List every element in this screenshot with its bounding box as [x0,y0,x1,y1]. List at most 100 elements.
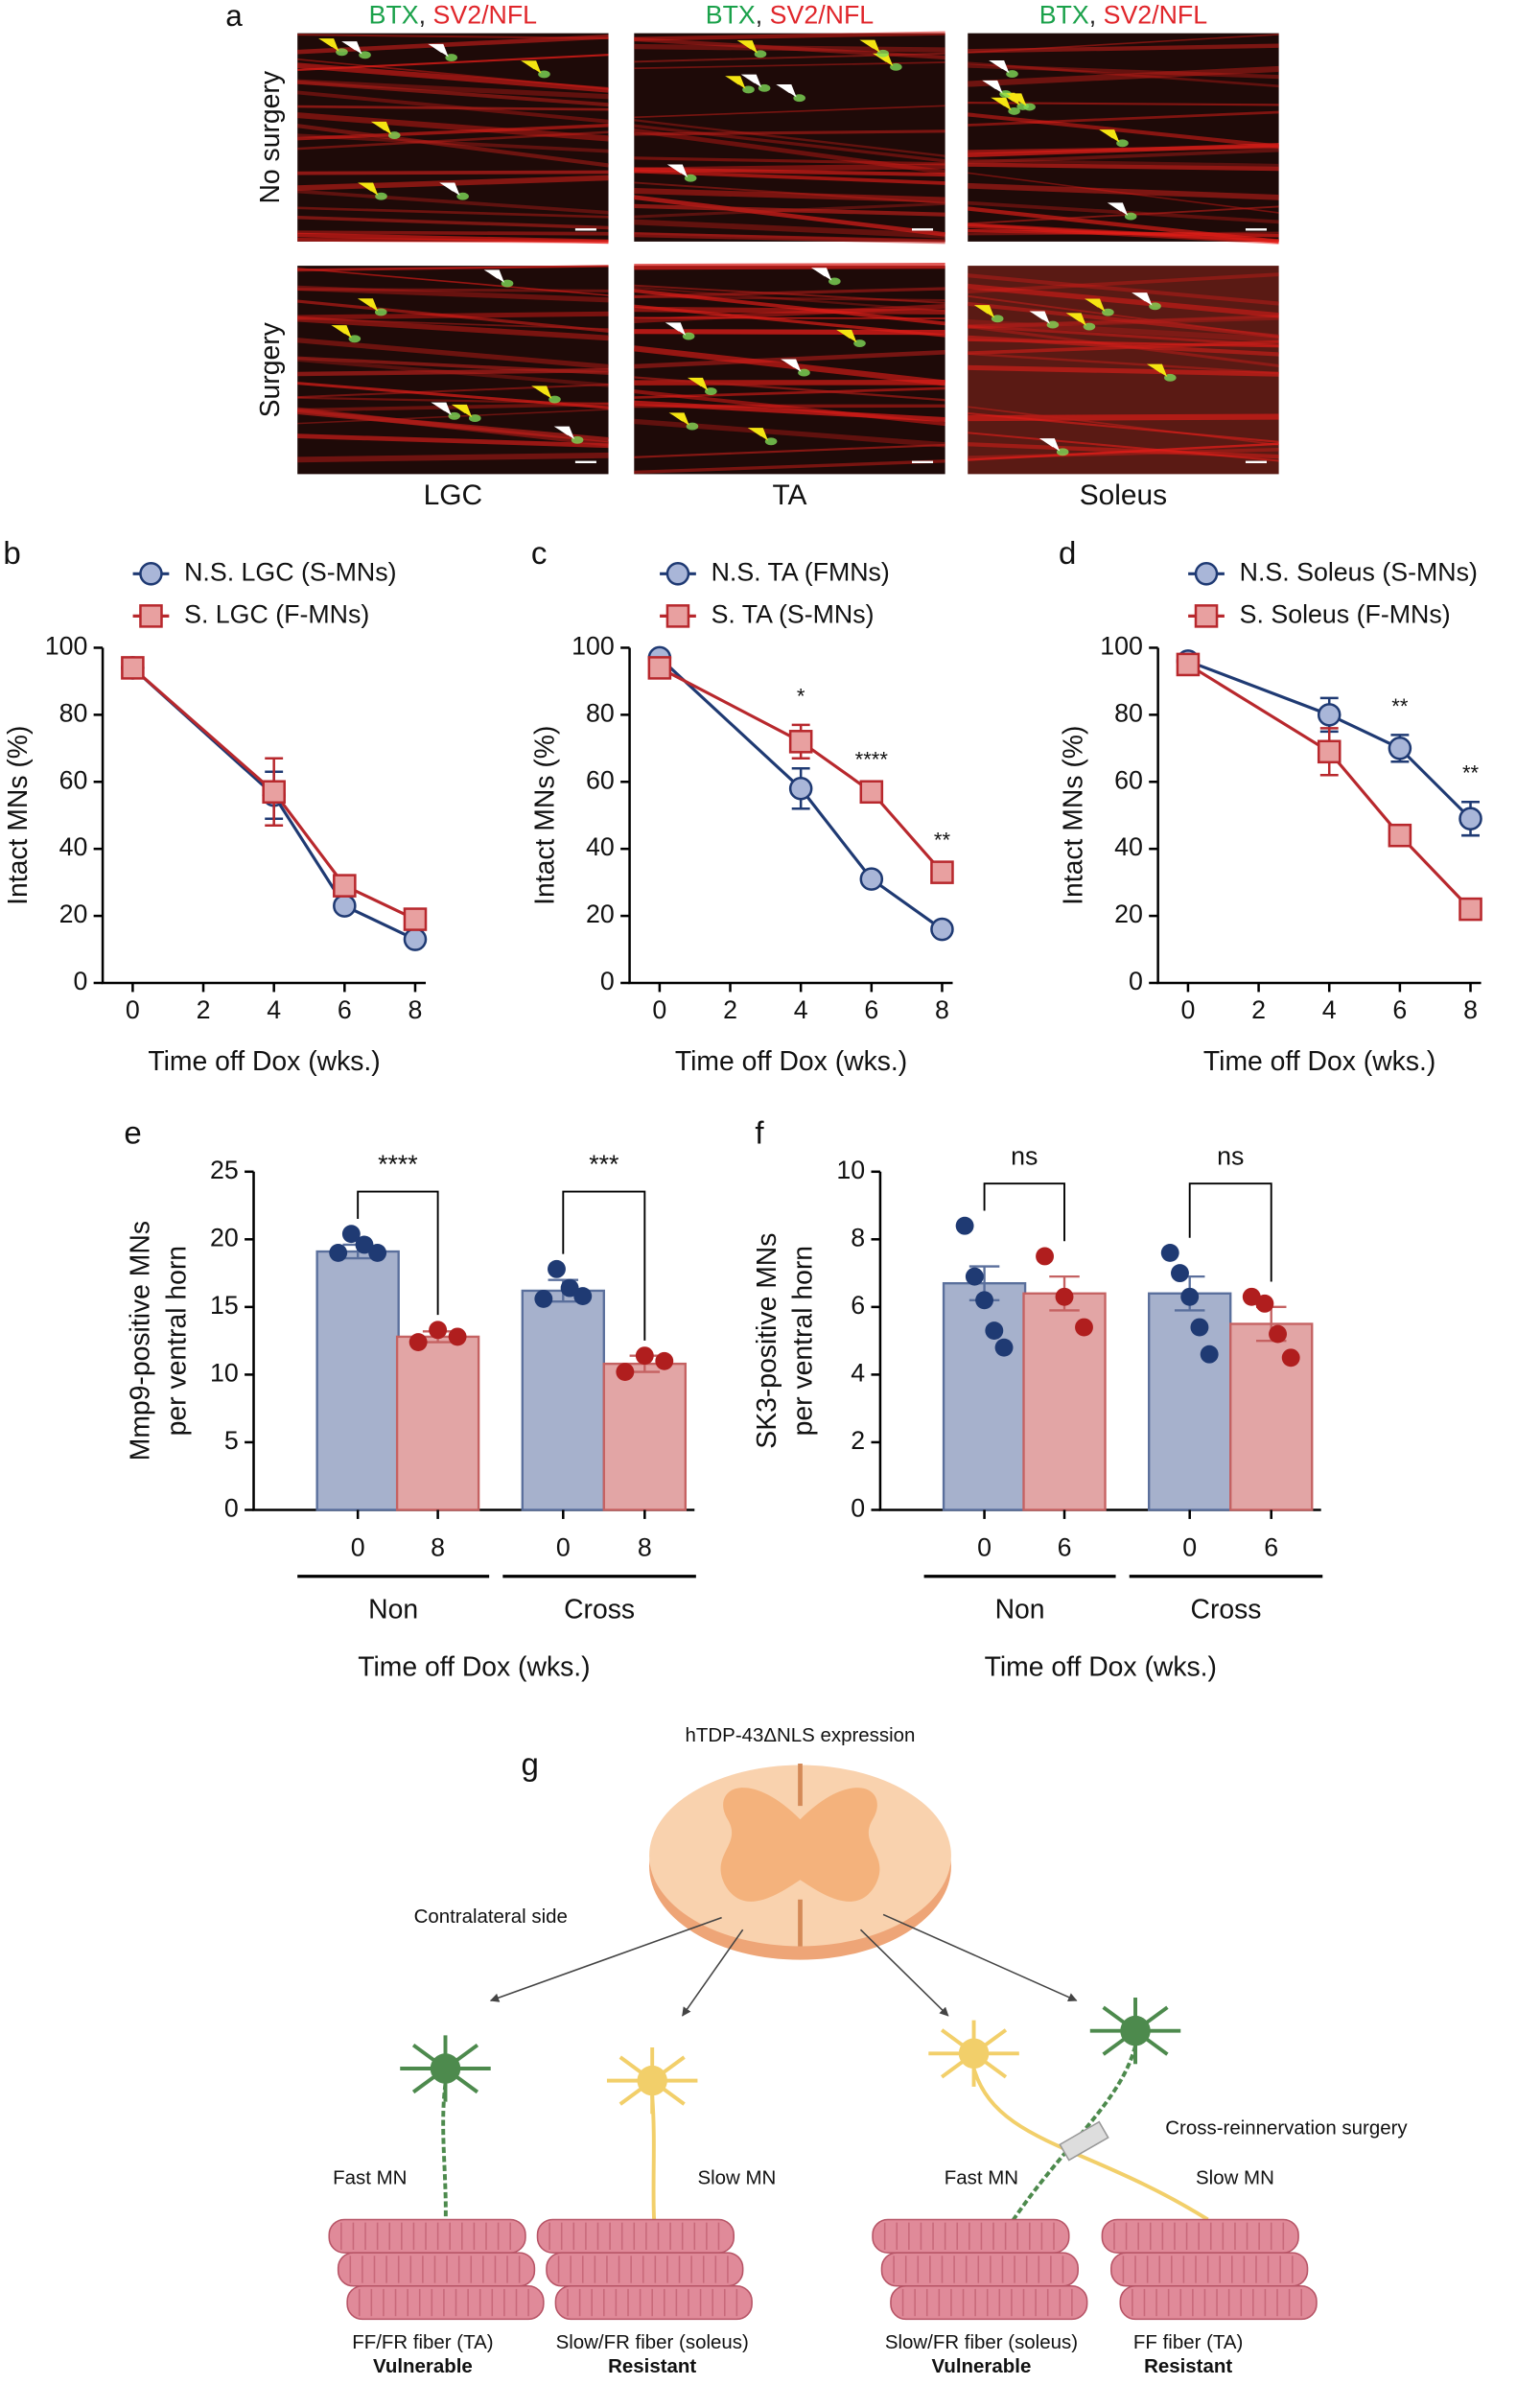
x-axis-label: Time off Dox (wks.) [148,1046,380,1077]
marker [334,896,355,917]
bar [523,1291,604,1510]
significance: ns [1217,1141,1244,1170]
bar [1230,1323,1312,1509]
row-label: No surgery [255,70,286,203]
fiber-streak [297,240,608,242]
marker [790,778,811,799]
legend-marker [667,563,688,584]
arrow [883,1914,1077,2000]
x-tick-label: 0 [977,1532,992,1561]
muscle-fiber [873,2219,1069,2253]
x-axis-label: Time off Dox (wks.) [358,1651,590,1682]
group-label: Non [995,1594,1045,1625]
stain-label: , [419,0,433,29]
legend-label: N.S. Soleus (S-MNs) [1240,557,1478,586]
significance: *** [589,1150,618,1179]
legend-label: S. Soleus (F-MNs) [1240,599,1451,628]
legend-marker [667,605,688,626]
marker [405,929,426,950]
y-tick-label: 15 [210,1291,239,1320]
y-axis-label: Mmp9-positive MNs [126,1221,156,1461]
diagram-label: Slow/FR fiber (soleus) [885,2331,1078,2353]
data-point [329,1244,347,1262]
axis [630,647,953,983]
significance: ns [1011,1141,1038,1170]
x-tick-label: 0 [126,995,140,1024]
muscle-fiber [329,2219,525,2253]
significance: ** [1462,761,1480,785]
data-point [409,1333,428,1351]
y-tick-label: 20 [1114,900,1143,928]
y-tick-label: 80 [59,698,88,727]
soma [1120,2016,1150,2046]
marker [264,782,285,803]
soma [637,2066,666,2095]
y-axis-label: per ventral horn [788,1246,819,1436]
legend-marker [140,563,161,584]
muscle-fiber [1120,2286,1317,2320]
soma [431,2053,460,2083]
y-tick-label: 0 [224,1494,239,1523]
data-point [1282,1348,1300,1367]
x-tick-label: 6 [1058,1532,1072,1561]
bar [604,1364,686,1509]
y-tick-label: 20 [586,900,615,928]
y-tick-label: 5 [224,1426,239,1455]
y-tick-label: 10 [836,1156,865,1184]
diagram-label: Cross-reinnervation surgery [1165,2116,1408,2139]
data-point [534,1290,552,1308]
marker [931,862,952,883]
y-tick-label: 20 [59,900,88,928]
y-tick-label: 60 [59,765,88,794]
data-point [655,1352,673,1370]
muscle-fiber [538,2219,735,2253]
y-tick-label: 0 [1129,967,1143,995]
panel-letter: d [1059,536,1076,572]
marker [1318,704,1340,725]
stain-label: , [1089,0,1104,29]
data-point [1190,1319,1208,1337]
data-point [1171,1264,1189,1282]
legend-label: N.S. LGC (S-MNs) [184,557,396,586]
muscle-fiber [891,2286,1087,2320]
y-tick-label: 6 [851,1291,865,1320]
column-label: TA [772,479,806,511]
data-point [616,1363,634,1381]
muscle-fiber [347,2286,544,2320]
significance: * [797,684,805,708]
x-tick-label: 6 [1264,1532,1278,1561]
x-axis-label: Time off Dox (wks.) [1203,1046,1435,1077]
x-tick-label: 8 [408,995,423,1024]
diagram-label: Slow/FR fiber (soleus) [556,2331,749,2353]
data-point [449,1327,467,1345]
y-tick-label: 100 [1100,632,1143,661]
x-tick-label: 4 [267,995,281,1024]
y-tick-label: 0 [73,967,87,995]
column-label: LGC [424,479,483,511]
bar [1149,1294,1230,1510]
data-point [429,1321,447,1339]
significance-bracket [985,1183,1064,1241]
diagram-label: Fast MN [333,2166,407,2188]
data-point [1161,1244,1179,1262]
y-tick-label: 80 [1114,698,1143,727]
fiber-streak [297,172,608,173]
fiber-streak [297,232,608,234]
marker [334,876,355,897]
marker [1460,899,1482,920]
stain-label: SV2/NFL [1104,0,1208,29]
fiber-streak [634,266,945,267]
data-point [1201,1345,1219,1364]
x-tick-label: 8 [1463,995,1478,1024]
y-tick-label: 100 [572,632,615,661]
stain-label: SV2/NFL [433,0,538,29]
row-label: Surgery [255,321,286,417]
muscle-fiber [1111,2253,1308,2286]
x-tick-label: 2 [197,995,211,1024]
legend-label: N.S. TA (FMNs) [712,557,890,586]
diagram-label: Slow MN [1196,2166,1274,2188]
marker [1389,825,1411,846]
data-point [995,1339,1014,1357]
bar [944,1283,1025,1509]
diagram-label: Resistant [1144,2355,1232,2377]
